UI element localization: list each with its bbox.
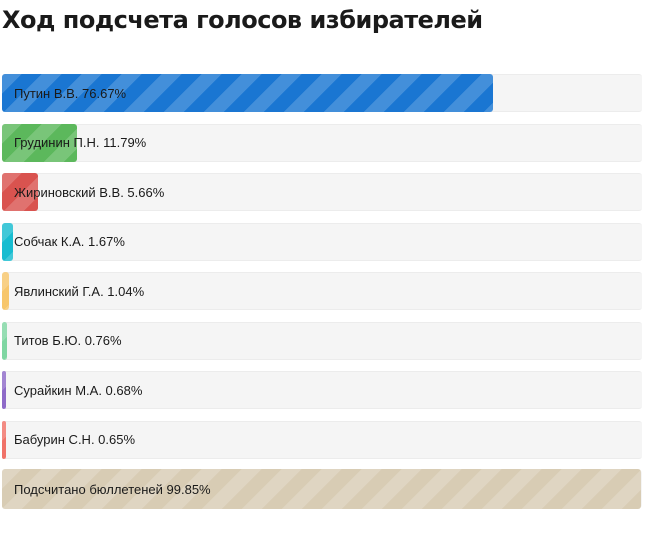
candidate-label: Сурайкин М.А. 0.68%: [14, 382, 143, 398]
ballots-counted-bar: Подсчитано бюллетеней 99.85%: [2, 469, 642, 509]
candidate-bar-titov: Титов Б.Ю. 0.76%: [2, 321, 642, 360]
candidate-bar-yavlinsky: Явлинский Г.А. 1.04%: [2, 272, 642, 310]
candidate-bar-fill: [2, 123, 78, 162]
candidate-bar-grudinin: Грудинин П.Н. 11.79%: [2, 123, 642, 162]
candidate-bar-fill: [2, 420, 7, 459]
candidate-label: Собчак К.А. 1.67%: [14, 234, 125, 249]
vote-progress-list: Путин В.В. 76.67% Грудинин П.Н. 11.79% Ж…: [2, 74, 642, 520]
candidate-bar-fill: [2, 173, 39, 211]
candidate-bar-putin: Путин В.В. 76.67%: [2, 74, 642, 112]
candidate-label: Бабурин С.Н. 0.65%: [14, 432, 136, 447]
candidate-bar-suraykin: Сурайкин М.А. 0.68%: [2, 371, 642, 409]
candidate-label: Жириновский В.В. 5.66%: [14, 184, 165, 200]
candidate-label: Грудинин П.Н. 11.79%: [14, 135, 147, 150]
candidate-label: Явлинский Г.А. 1.04%: [14, 283, 145, 299]
candidate-bar-baburin: Бабурин С.Н. 0.65%: [2, 420, 642, 459]
page-title: Ход подсчета голосов избирателей: [2, 6, 483, 34]
candidate-bar-fill: [2, 272, 9, 310]
candidate-bar-zhirinovsky: Жириновский В.В. 5.66%: [2, 173, 642, 211]
candidate-bar-fill: [2, 222, 13, 261]
candidate-bar-fill: [2, 371, 7, 409]
candidate-bar-fill: [2, 321, 7, 360]
ballots-counted-label: Подсчитано бюллетеней 99.85%: [14, 481, 211, 497]
candidate-label: Путин В.В. 76.67%: [14, 85, 127, 101]
candidate-bar-fill: [2, 74, 493, 112]
candidate-bar-sobchak: Собчак К.А. 1.67%: [2, 222, 642, 261]
candidate-label: Титов Б.Ю. 0.76%: [14, 333, 122, 348]
ballots-counted-fill: [2, 469, 642, 509]
